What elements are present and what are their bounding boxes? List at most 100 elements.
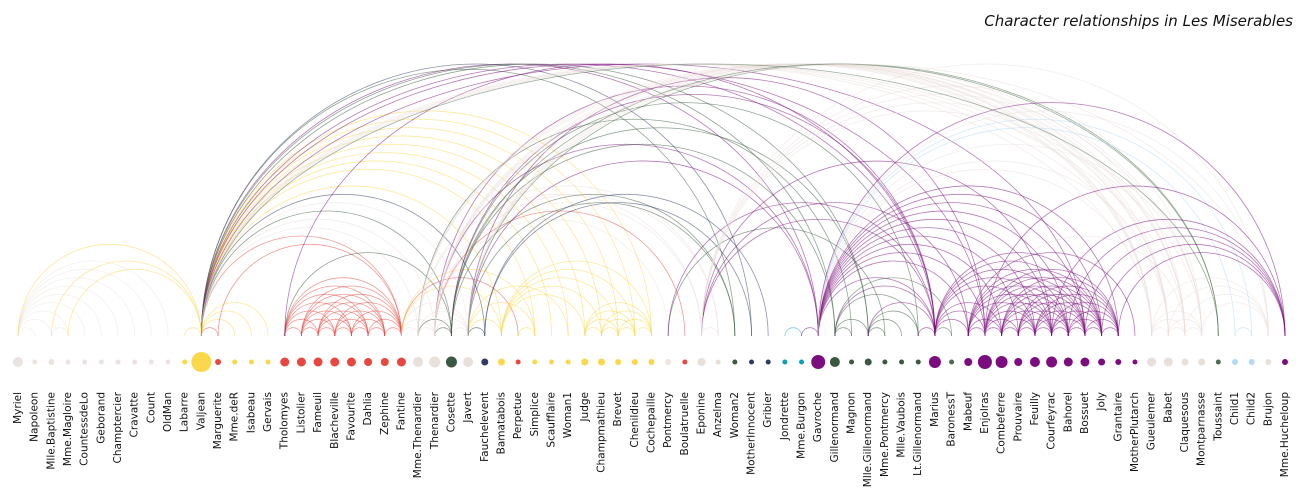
node-label: Napoleon bbox=[29, 392, 41, 442]
character-labels: Myriel Napoleon Mlle.Baptistine Mme.Magloir… bbox=[12, 391, 1291, 487]
node-dahlia bbox=[364, 358, 373, 366]
node-babet bbox=[1163, 357, 1173, 367]
node-label: Dahlia bbox=[362, 392, 374, 425]
link-arc bbox=[317, 294, 402, 337]
node-label: MotherInnocent bbox=[746, 392, 758, 475]
link-arc bbox=[1017, 285, 1119, 337]
link-arc bbox=[817, 193, 1103, 337]
link-arc bbox=[284, 294, 369, 337]
link-arc bbox=[867, 310, 919, 337]
node-label: Jondrette bbox=[779, 392, 791, 441]
link-arc bbox=[467, 327, 486, 337]
node-eponine bbox=[697, 358, 706, 366]
node-fantine bbox=[396, 357, 406, 367]
link-arc bbox=[401, 302, 469, 337]
link-arc bbox=[200, 211, 452, 337]
link-arc bbox=[351, 310, 402, 337]
node-claquesous bbox=[1181, 358, 1189, 366]
node-blacheville bbox=[330, 357, 340, 367]
link-arc bbox=[934, 327, 952, 337]
link-arc bbox=[334, 302, 402, 337]
node-perpetue bbox=[515, 359, 521, 365]
link-arc bbox=[984, 269, 1119, 337]
node-label: Lt.Gillenormand bbox=[912, 392, 924, 476]
link-arc bbox=[200, 63, 752, 337]
node-woman2 bbox=[732, 359, 738, 365]
link-arc bbox=[17, 260, 169, 337]
node-label: Mlle.Baptistine bbox=[45, 392, 57, 470]
node-magnon bbox=[849, 359, 855, 365]
node-geborand bbox=[98, 359, 104, 365]
link-arc bbox=[1167, 285, 1269, 337]
link-arc bbox=[1084, 319, 1119, 337]
link-arc bbox=[417, 327, 436, 337]
link-arc bbox=[834, 285, 936, 337]
node-label: Marius bbox=[929, 392, 941, 427]
node-feuilly bbox=[1029, 357, 1040, 367]
node-toussaint bbox=[1215, 359, 1221, 365]
node-chenildieu bbox=[631, 359, 638, 365]
link-arc bbox=[50, 260, 202, 337]
node-gavroche bbox=[811, 355, 826, 369]
node-label: Brujon bbox=[1262, 392, 1274, 426]
node-label: Eponine bbox=[696, 392, 708, 434]
link-arc bbox=[834, 277, 952, 337]
link-arc bbox=[401, 318, 436, 337]
link-arc bbox=[451, 102, 919, 337]
link-arc bbox=[984, 294, 1069, 337]
link-arc bbox=[1234, 327, 1253, 337]
node-motherplutarch bbox=[1132, 359, 1138, 365]
link-arc bbox=[367, 327, 386, 337]
link-arc bbox=[484, 202, 752, 337]
link-arc bbox=[934, 310, 986, 337]
link-arc bbox=[200, 310, 252, 337]
link-arc bbox=[634, 327, 652, 337]
node-label: Child1 bbox=[1229, 392, 1241, 425]
node-fameuil bbox=[313, 357, 323, 367]
node-child1 bbox=[1231, 359, 1238, 365]
node-label: Mlle.Vaubois bbox=[896, 392, 908, 458]
node-enjolras bbox=[977, 355, 992, 369]
link-arc bbox=[451, 143, 836, 337]
link-arc bbox=[467, 64, 1169, 337]
node-bahorel bbox=[1063, 357, 1073, 367]
link-arc bbox=[317, 310, 369, 337]
node-child2 bbox=[1248, 359, 1255, 365]
node-label: Champmathieu bbox=[595, 392, 607, 473]
node-pontmercy bbox=[665, 359, 672, 365]
node-label: Cravatte bbox=[129, 392, 141, 437]
node-label: Simplice bbox=[529, 392, 541, 437]
node-count bbox=[148, 359, 154, 365]
link-arc bbox=[1001, 285, 1103, 337]
node-mme-magloire bbox=[65, 359, 71, 365]
node-bamatabois bbox=[497, 358, 505, 366]
node-mlle-gillenormand bbox=[864, 358, 872, 366]
link-arc bbox=[984, 327, 1002, 337]
node-label: Mme.Pontmercy bbox=[879, 392, 891, 477]
node-label: Tholomyes bbox=[279, 392, 291, 450]
node-mme-der bbox=[232, 359, 238, 365]
node-label: Cochepaille bbox=[646, 392, 658, 453]
link-arc bbox=[334, 310, 386, 337]
link-arc bbox=[501, 260, 652, 337]
link-arc bbox=[1034, 327, 1053, 337]
link-arc bbox=[17, 277, 136, 337]
link-arc bbox=[434, 63, 1269, 337]
link-arc bbox=[817, 127, 1236, 337]
link-arc bbox=[1067, 310, 1119, 337]
link-arc bbox=[317, 302, 386, 337]
node-label: Marguerite bbox=[212, 392, 224, 449]
link-arc bbox=[434, 193, 719, 337]
node-listolier bbox=[296, 357, 306, 367]
link-arc bbox=[817, 277, 936, 337]
arc-links bbox=[17, 63, 1286, 337]
node-label: Mme.deR bbox=[229, 392, 241, 442]
link-arc bbox=[434, 327, 452, 337]
link-arc bbox=[701, 327, 719, 337]
node-cochepaille bbox=[648, 359, 655, 365]
node-countessdelo bbox=[82, 359, 88, 365]
link-arc bbox=[434, 210, 686, 337]
link-arc bbox=[67, 269, 202, 337]
node-brevet bbox=[615, 359, 622, 365]
node-label: Claquesous bbox=[1179, 392, 1191, 452]
